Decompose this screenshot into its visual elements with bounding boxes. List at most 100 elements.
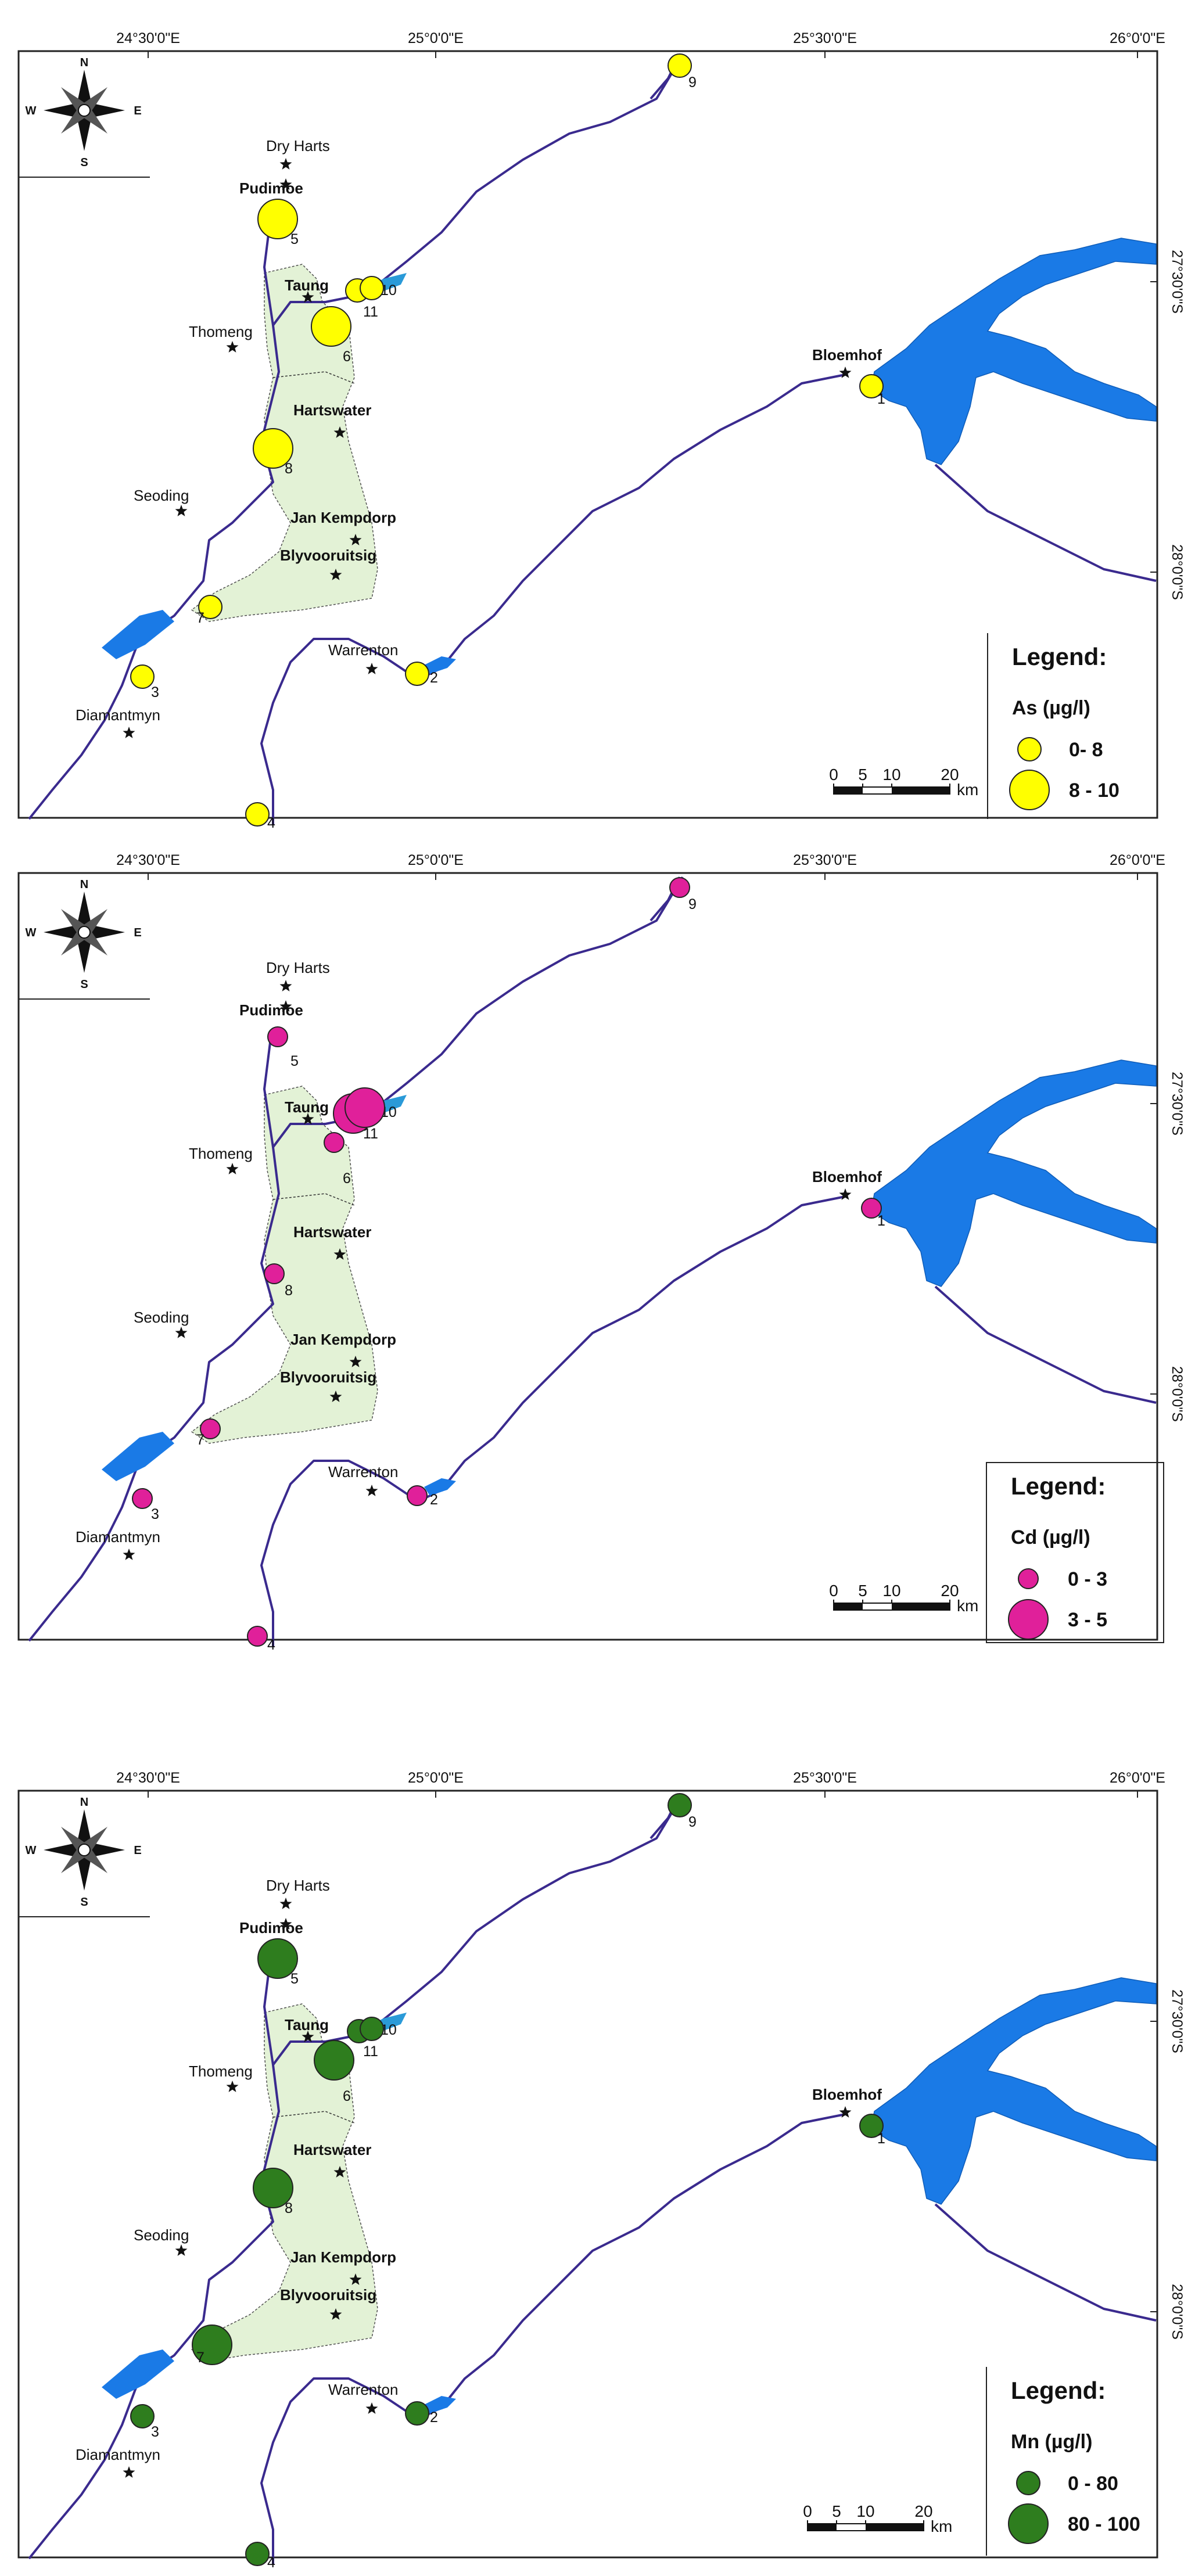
town-star-icon <box>329 2308 342 2320</box>
scale-tick-label: 0 <box>829 1582 838 1600</box>
legend-parameter: As (µg/l) <box>1012 697 1090 719</box>
town-star-icon <box>279 980 292 991</box>
sample-site-marker <box>669 877 690 898</box>
scale-tick-label: 10 <box>882 766 900 784</box>
compass-s-label: S <box>80 1896 88 1909</box>
compass-e-label: E <box>134 926 141 939</box>
scale-tick-label: 10 <box>856 2502 874 2520</box>
site-number-label: 7 <box>196 1432 204 1448</box>
bloemhof-dam <box>871 1059 1157 1287</box>
legend-class-label: 0 - 3 <box>1068 1568 1107 1590</box>
town-star-icon <box>279 1000 292 1012</box>
lat-tick-label: 27°30'0"S <box>1169 1989 1185 2053</box>
compass-n-label: N <box>80 56 88 69</box>
town-label: Hartswater <box>293 401 371 419</box>
lon-tick-label: 24°30'0"E <box>116 852 180 868</box>
compass-w-label: W <box>26 105 37 117</box>
sample-site-marker <box>407 1485 428 1506</box>
water-body <box>102 1432 174 1481</box>
legend-class-label: 0- 8 <box>1069 739 1103 761</box>
sample-site-marker <box>257 199 298 239</box>
lon-tick-label: 24°30'0"E <box>116 30 180 46</box>
water-body <box>102 2349 174 2399</box>
sample-site-marker <box>130 2404 155 2428</box>
site-number-label: 4 <box>267 1637 275 1652</box>
legend-title: Legend: <box>1011 2377 1106 2404</box>
compass-e-label: E <box>134 105 141 117</box>
site-number-label: 6 <box>343 2088 351 2104</box>
site-number-label: 9 <box>688 74 697 91</box>
map-panel: 24°30'0"E 25°0'0"E 25°30'0"E 26°0'0"E 27°30'… <box>17 30 1185 831</box>
lon-tick-label: 25°30'0"E <box>793 30 857 46</box>
sample-site-marker <box>253 2168 293 2208</box>
sample-site-marker <box>247 1626 268 1647</box>
town-star-icon <box>349 534 362 545</box>
vaal-river <box>260 1195 846 1647</box>
lat-tick-label: 27°30'0"S <box>1169 1072 1185 1136</box>
legend-large-marker <box>1009 770 1050 810</box>
compass-n-label: N <box>80 878 88 891</box>
site-number-label: 11 <box>363 304 378 320</box>
site-number-label: 4 <box>267 2555 275 2570</box>
north-arrow: N S E W <box>18 51 150 178</box>
town-star-icon <box>365 2402 378 2414</box>
legend-class-label: 3 - 5 <box>1068 1609 1107 1631</box>
sample-site-marker <box>405 2401 429 2426</box>
legend-class-label: 8 - 10 <box>1069 779 1119 802</box>
town-star-icon <box>175 505 188 516</box>
scale-tick-label: 0 <box>829 766 838 784</box>
legend-title: Legend: <box>1011 1472 1106 1500</box>
sample-site-marker <box>360 276 384 300</box>
site-number-label: 7 <box>196 2349 204 2366</box>
lon-tick-label: 25°0'0"E <box>408 1770 464 1786</box>
town-label: Jan Kempdorp <box>290 509 396 526</box>
site-number-label: 5 <box>290 231 299 247</box>
area-boundary <box>272 1193 355 1206</box>
town-label: Diamantmyn <box>76 706 160 724</box>
lon-tick-label: 24°30'0"E <box>116 1770 180 1786</box>
sample-site-marker <box>264 1263 285 1284</box>
town-star-icon <box>226 1163 239 1174</box>
downstream-river <box>934 2203 1157 2322</box>
scale-tick-label: 5 <box>858 1582 867 1600</box>
legend: Legend: Cd (µg/l) 0 - 3 3 - 5 <box>986 1462 1164 1643</box>
town-star-icon <box>175 2244 188 2256</box>
downstream-river <box>934 1285 1157 1404</box>
compass-w-label: W <box>26 1844 37 1857</box>
town-label: Seoding <box>134 2226 189 2244</box>
legend-small-marker <box>1016 2471 1040 2495</box>
scale-tick-label: 0 <box>803 2502 812 2520</box>
water-body <box>102 610 174 659</box>
lon-tick-label: 26°0'0"E <box>1110 30 1165 46</box>
site-number-label: 3 <box>151 2424 159 2440</box>
map-frame <box>17 872 1158 1641</box>
town-label: Thomeng <box>189 323 253 340</box>
sample-site-marker <box>257 1938 298 1979</box>
scale-unit-label: km <box>931 2517 952 2535</box>
compass-s-label: S <box>80 156 88 169</box>
lon-tick-label: 26°0'0"E <box>1110 852 1165 868</box>
site-number-label: 6 <box>343 349 351 365</box>
legend-small-marker <box>1017 737 1042 761</box>
site-number-label: 3 <box>151 684 159 700</box>
water-body <box>424 656 456 674</box>
town-label: Taung <box>285 2016 329 2034</box>
sample-site-marker <box>200 1418 221 1439</box>
scale-tick-label: 5 <box>832 2502 841 2520</box>
scale-tick-label: 20 <box>914 2502 932 2520</box>
site-number-label: 9 <box>688 896 697 912</box>
town-star-icon <box>329 1391 342 1402</box>
sample-site-marker <box>360 2017 384 2041</box>
area-boundary <box>272 371 355 384</box>
compass-n-label: N <box>80 1796 88 1809</box>
sample-site-marker <box>192 2324 232 2365</box>
sample-site-marker <box>668 1793 692 1817</box>
town-star-icon <box>123 2466 135 2478</box>
lat-tick-label: 28°0'0"S <box>1169 2284 1185 2340</box>
site-number-label: 2 <box>430 670 438 686</box>
downstream-river <box>934 464 1157 582</box>
harts-vaal-river <box>28 1794 684 2560</box>
town-label: Dry Harts <box>266 959 330 976</box>
